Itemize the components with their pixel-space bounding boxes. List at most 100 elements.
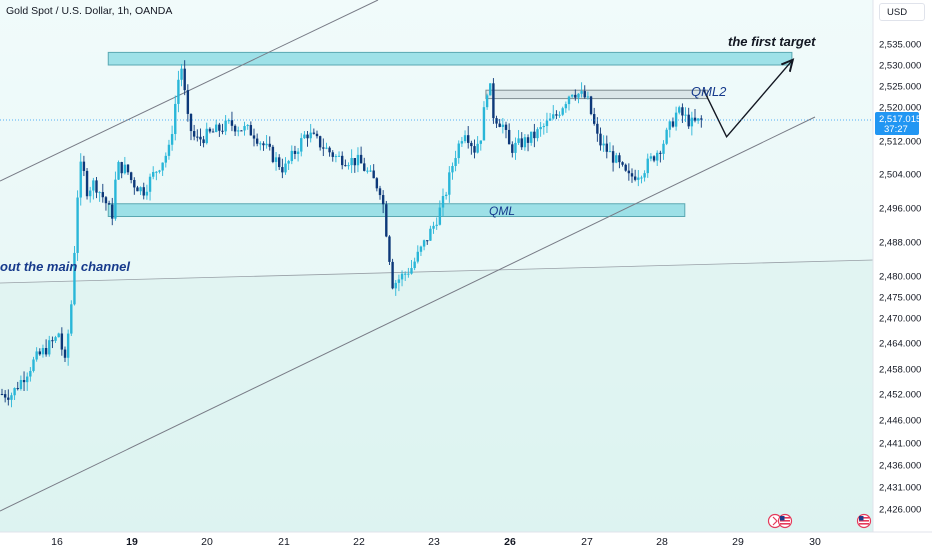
candle-body (520, 138, 523, 148)
candle-body (237, 130, 240, 132)
candle-body (381, 195, 385, 205)
main-channel-label: out the main channel (0, 259, 130, 274)
candle-body (366, 170, 369, 172)
candle-body (385, 204, 388, 237)
candle-body (180, 68, 183, 80)
y-tick-label: 2,480.000 (879, 272, 921, 283)
candle-body (435, 224, 438, 226)
candle-body (602, 143, 605, 146)
candle-body (13, 388, 16, 396)
candle-body (684, 114, 687, 116)
us-flag-icon[interactable] (777, 513, 793, 529)
candle-body (533, 131, 536, 139)
candle-body (696, 118, 700, 121)
main-channel-line (0, 259, 874, 284)
candle-body (249, 125, 253, 136)
candle-body (142, 187, 145, 196)
candle-body (158, 170, 161, 172)
candle-body (120, 162, 123, 174)
candle-body (252, 135, 256, 139)
candle-body (618, 155, 621, 163)
candle-body (312, 132, 316, 134)
candle-body (426, 240, 429, 242)
candle-body (444, 194, 448, 197)
symbol-title[interactable]: Gold Spot / U.S. Dollar, 1h, OANDA (6, 5, 173, 17)
candle-body (391, 261, 394, 289)
time-axis[interactable]: 16 19 20 21 22 23 26 27 28 29 30 (0, 531, 932, 550)
candle-body (356, 154, 360, 166)
candle-body (451, 166, 454, 173)
economic-event-icon[interactable] (767, 513, 783, 529)
economic-calendar-icons[interactable] (767, 513, 872, 529)
candle-body (328, 147, 331, 153)
candle-body (467, 135, 470, 143)
candle-body (432, 225, 435, 229)
qml2-label: QML2 (691, 84, 727, 99)
candle-body (0, 394, 4, 395)
candle-body (92, 180, 95, 191)
candle-body (104, 197, 108, 204)
candle-body (656, 152, 659, 161)
candle-body (57, 333, 60, 338)
candle-body (419, 246, 423, 252)
candle-body (637, 177, 640, 180)
candle-body (35, 351, 38, 360)
candle-body (95, 180, 98, 193)
candle-body (7, 397, 10, 400)
candles (0, 60, 703, 408)
candle-body (473, 146, 476, 153)
candle-body (558, 114, 561, 116)
candle-body (66, 333, 70, 358)
candle-body (155, 171, 158, 173)
candle-body (495, 118, 498, 124)
currency-selector[interactable]: USD (879, 3, 925, 21)
candle-body (240, 130, 243, 132)
candle-body (199, 136, 202, 140)
countdown-value: 37:27 (884, 124, 908, 135)
candle-body (659, 152, 662, 154)
candle-body (300, 138, 303, 152)
candle-body (394, 282, 397, 289)
price-axis-background (873, 0, 932, 532)
candle-body (517, 138, 520, 143)
y-tick-label: 2,496.000 (879, 204, 921, 215)
y-tick-label: 2,426.000 (879, 505, 921, 516)
candle-body (397, 279, 401, 283)
candle-body (678, 107, 681, 113)
candle-body (555, 114, 558, 116)
candle-body (44, 348, 48, 355)
candle-body (278, 157, 281, 168)
candle-body (325, 147, 328, 149)
candle-body (476, 143, 479, 153)
candle-body (608, 151, 612, 153)
candle-body (599, 133, 602, 146)
x-tick-label: 22 (353, 536, 365, 548)
last-price-badge: 2,517.015 37:27 (875, 112, 921, 135)
candle-body (334, 156, 338, 158)
candle-body (375, 178, 379, 189)
candle-body (227, 120, 230, 122)
candle-body (186, 90, 190, 114)
candle-body (347, 165, 350, 167)
first-target-label: the first target (728, 34, 816, 49)
candle-body (369, 170, 372, 172)
candle-body (22, 380, 26, 383)
candle-body (167, 144, 171, 156)
price-axis[interactable]: 2,540.0002,535.0002,530.0002,525.0002,52… (872, 0, 932, 532)
y-tick-label: 2,488.000 (879, 238, 921, 249)
candle-body (192, 131, 196, 137)
candle-body (114, 179, 117, 219)
candle-body (586, 96, 590, 98)
candle-body (26, 376, 29, 383)
candle-body (463, 135, 467, 142)
candle-body (290, 150, 293, 162)
us-flag-icon[interactable] (856, 513, 872, 529)
candle-body (526, 137, 530, 143)
candle-body (73, 252, 76, 305)
candle-body (589, 96, 593, 115)
candle-body (331, 152, 334, 157)
x-tick-label: 23 (428, 536, 440, 548)
candle-body (492, 83, 495, 119)
